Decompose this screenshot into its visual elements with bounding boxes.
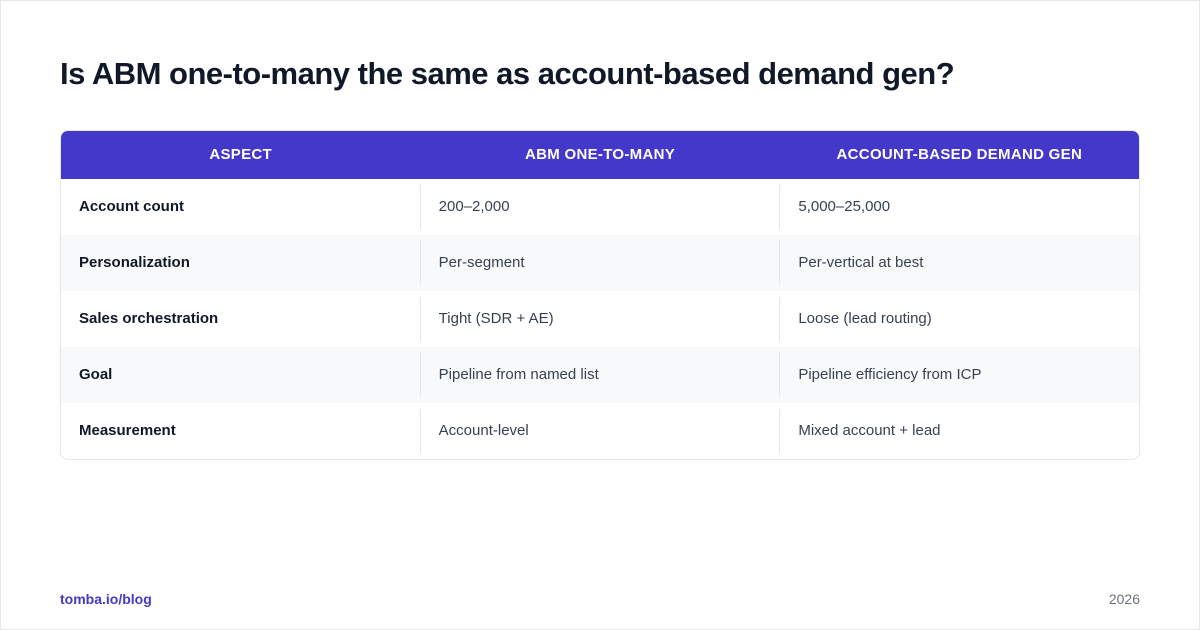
table-row: Goal Pipeline from named list Pipeline eff… [61, 347, 1139, 403]
table-cell: Account-level [419, 409, 780, 453]
title: Is ABM one-to-many the same as account-b… [60, 56, 955, 91]
table: ASPECT ABM ONE-TO-MANY ACCOUNT-BASED DEMAN… [60, 130, 1140, 460]
table-cell: Loose (lead routing) [779, 297, 1139, 341]
table-row: Account count 200–2,000 5,000–25,000 [61, 179, 1139, 235]
source-link[interactable]: tomba.io/blog [60, 591, 152, 607]
table-cell: 5,000–25,000 [779, 185, 1139, 229]
table-header: ASPECT ABM ONE-TO-MANY ACCOUNT-BASED DEMAN… [61, 131, 1139, 179]
table-row: Measurement Account-level Mixed account + … [61, 403, 1139, 459]
table-cell: Pipeline efficiency from ICP [779, 353, 1139, 397]
table-row: Sales orchestration Tight (SDR + AE) Loose… [61, 291, 1139, 347]
header-cell: ASPECT [209, 146, 272, 163]
table-cell: Per-vertical at best [779, 241, 1139, 285]
table-cell: Account count [79, 198, 184, 215]
table-cell: Personalization [79, 254, 190, 271]
table-cell: 200–2,000 [419, 185, 780, 229]
table-cell: Goal [79, 366, 113, 383]
header-cell: ACCOUNT-BASED DEMAND GEN [836, 146, 1083, 163]
table-cell: Pipeline from named list [419, 353, 780, 397]
table-cell: Tight (SDR + AE) [419, 297, 780, 341]
header-cell: ABM ONE-TO-MANY [524, 146, 676, 163]
table-cell: Per-segment [419, 241, 780, 285]
table-cell: Sales orchestration [79, 310, 219, 327]
year: 2026 [1108, 591, 1140, 607]
table-cell: Measurement [79, 422, 176, 439]
table-cell: Mixed account + lead [779, 409, 1139, 453]
table-row: Personalization Per-segment Per-vertical a… [61, 235, 1139, 291]
